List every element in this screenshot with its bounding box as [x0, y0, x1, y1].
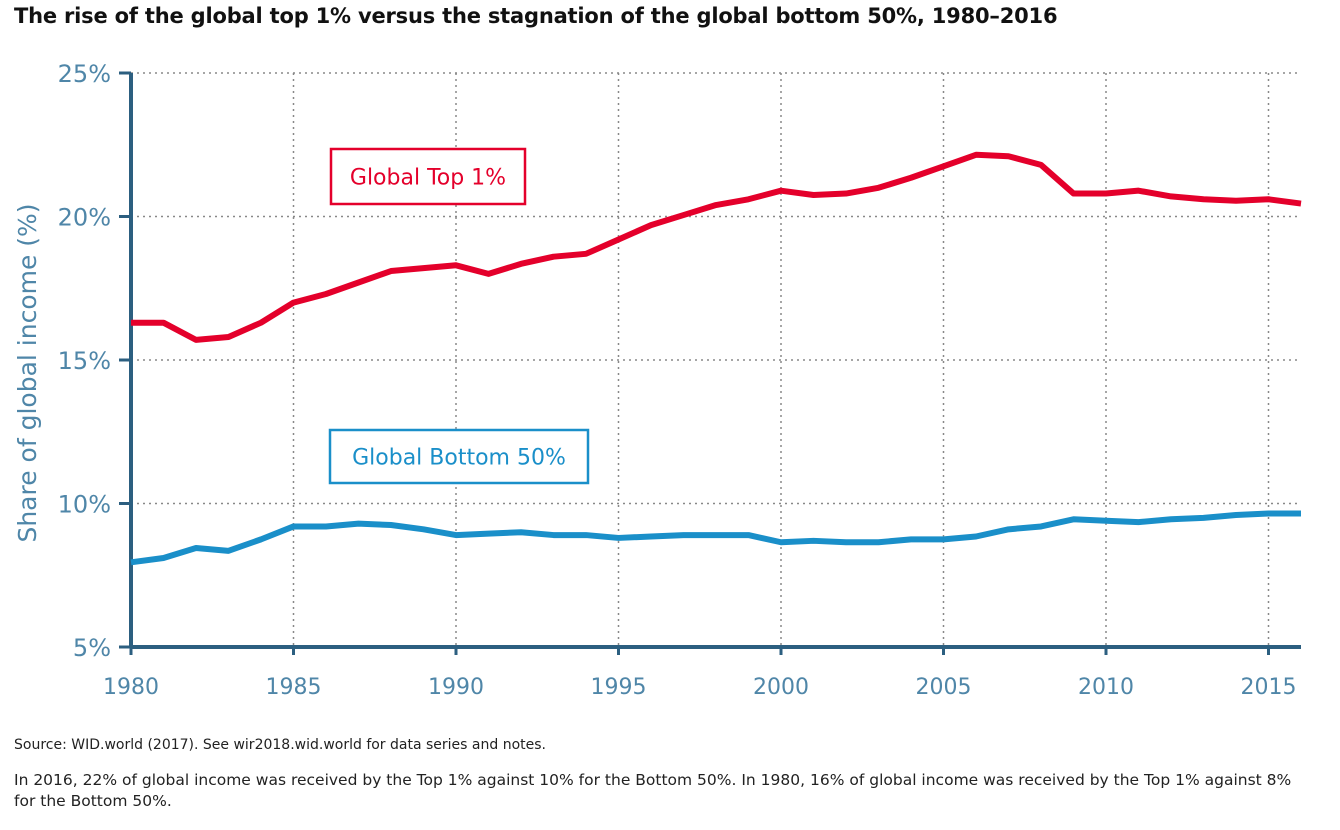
- chart-caption: In 2016, 22% of global income was receiv…: [14, 771, 1292, 810]
- source-note: Source: WID.world (2017). See wir2018.wi…: [14, 737, 546, 753]
- x-tick-label: 2000: [753, 675, 809, 700]
- legend-box: [328, 428, 590, 485]
- chart-title: The rise of the global top 1% versus the…: [14, 4, 1058, 28]
- x-tick-label: 1990: [428, 675, 484, 700]
- y-tick-label: 25%: [58, 60, 111, 88]
- y-tick-label: 20%: [58, 204, 111, 232]
- x-tick-label: 2010: [1078, 675, 1134, 700]
- series-line-top-1: [131, 151, 1302, 343]
- y-tick-label: 15%: [58, 347, 111, 375]
- series-line-bottom-50: [130, 510, 1301, 566]
- legend-label: Global Bottom 50%: [352, 446, 566, 471]
- line-chart: 5% 10% 15% 20% 25% 1980 1985 1990 1995 2000 2005 20…: [13, 60, 1302, 700]
- legend-box: [329, 147, 527, 206]
- x-tick-label: 1985: [266, 675, 322, 700]
- y-tick-label: 10%: [58, 491, 111, 519]
- legend-label: Global Top 1%: [350, 166, 506, 191]
- x-tick-label: 1980: [103, 675, 159, 700]
- x-tick-label: 2005: [916, 675, 972, 700]
- x-tick-label: 1995: [591, 675, 647, 700]
- y-tick-label: 5%: [73, 634, 111, 662]
- x-tick-label: 2015: [1241, 675, 1297, 700]
- y-axis-label: Share of global income (%): [13, 203, 42, 542]
